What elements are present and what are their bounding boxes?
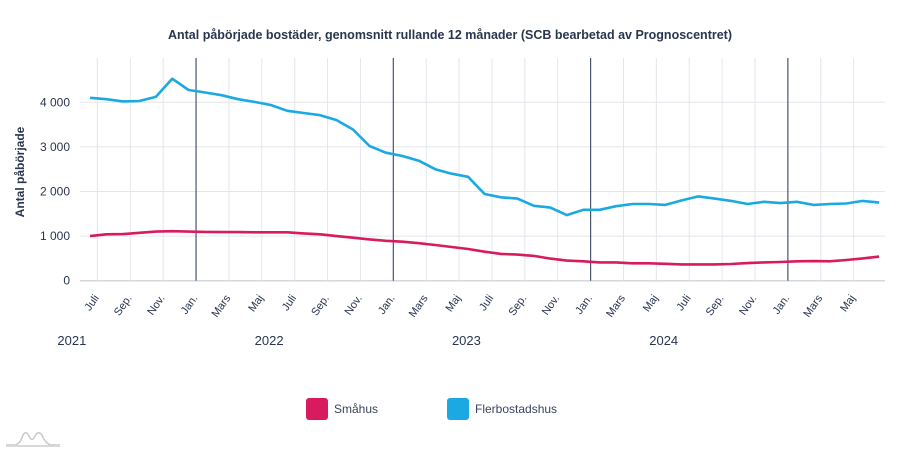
x-tick-label: Mars xyxy=(407,292,431,319)
y-tick-label: 0 xyxy=(63,274,70,288)
x-tick-label: Sep. xyxy=(704,293,727,318)
x-tick-label: Nov. xyxy=(737,293,759,318)
x-tick-label: Sep. xyxy=(506,293,529,318)
year-label: 2024 xyxy=(649,333,678,348)
legend-item-flerbostadshus[interactable]: Flerbostadshus xyxy=(447,398,557,420)
x-tick-label: Maj xyxy=(641,293,661,314)
x-tick-label: Mars xyxy=(210,292,234,319)
legend-swatch-flerbostadshus xyxy=(447,398,469,420)
x-tick-label: Juli xyxy=(280,293,299,313)
y-tick-label: 2 000 xyxy=(40,185,70,199)
year-label: 2023 xyxy=(452,333,481,348)
x-tick-label: Sep. xyxy=(309,293,332,318)
x-tick-label: Mars xyxy=(801,292,825,319)
logo-icon xyxy=(6,432,60,447)
y-tick-label: 3 000 xyxy=(40,140,70,154)
x-tick-label: Maj xyxy=(246,293,266,314)
x-tick-label: Jan. xyxy=(573,293,595,317)
legend-label-flerbostadshus: Flerbostadshus xyxy=(475,402,558,416)
y-axis-label: Antal påbörjade xyxy=(13,126,27,217)
legend-swatch-smahus xyxy=(306,398,328,420)
x-tick-label: Jan. xyxy=(771,293,793,317)
x-tick-label: Nov. xyxy=(145,293,167,318)
y-tick-label: 4 000 xyxy=(40,95,70,109)
x-tick-label: Juli xyxy=(477,293,496,313)
x-tick-label: Maj xyxy=(444,293,464,314)
x-tick-label: Mars xyxy=(604,292,628,319)
x-tick-label: Jan. xyxy=(179,293,201,317)
year-label: 2021 xyxy=(57,333,86,348)
legend-label-smahus: Småhus xyxy=(334,402,379,416)
x-tick-label: Juli xyxy=(674,293,693,313)
year-label: 2022 xyxy=(255,333,284,348)
chart-title: Antal påbörjade bostäder, genomsnitt rul… xyxy=(167,28,732,42)
x-tick-label: Nov. xyxy=(343,293,365,318)
x-tick-label: Jan. xyxy=(376,293,398,317)
x-tick-label: Sep. xyxy=(112,293,135,318)
x-tick-label: Nov. xyxy=(540,293,562,318)
y-tick-label: 1 000 xyxy=(40,229,70,243)
x-tick-label: Juli xyxy=(83,293,102,313)
x-tick-label: Maj xyxy=(838,293,858,314)
legend-item-smahus[interactable]: Småhus xyxy=(306,398,378,420)
